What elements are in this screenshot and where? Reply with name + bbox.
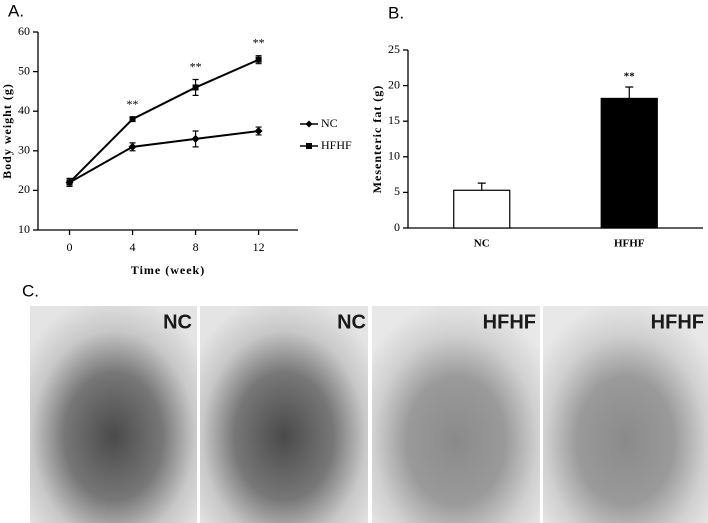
photo-strip: NC NC HFHF HFHF: [30, 306, 708, 523]
y-axis-label: Body weight (g): [0, 83, 14, 179]
x-tick-label: 4: [130, 240, 136, 254]
marker: [129, 116, 136, 123]
x-tick-label: NC: [474, 238, 490, 250]
x-tick-label: HFHF: [614, 238, 645, 250]
y-axis-label: Mesenteric fat (g): [370, 85, 384, 194]
y-tick-label: 20: [18, 182, 30, 196]
series-line: [68, 58, 260, 184]
legend-label: NC: [321, 116, 338, 130]
y-tick-label: 5: [394, 184, 400, 198]
y-tick-label: 20: [388, 77, 400, 91]
photo-label: HFHF: [651, 311, 704, 333]
y-tick-label: 10: [18, 222, 30, 236]
marker: [66, 179, 73, 186]
x-axis-label: Time (week): [131, 263, 205, 277]
photo-label: NC: [163, 311, 192, 333]
series-line: [69, 130, 259, 184]
photo-label: NC: [337, 311, 366, 333]
legend-label: HFHF: [321, 138, 352, 152]
y-tick-label: 25: [388, 42, 400, 56]
annotation: **: [127, 97, 139, 111]
y-tick-label: 15: [388, 113, 400, 127]
photo: [543, 306, 708, 523]
x-tick-label: 0: [67, 240, 73, 254]
marker: [255, 56, 262, 63]
marker: [254, 127, 263, 135]
photo: [200, 306, 368, 523]
y-tick-label: 10: [388, 149, 400, 163]
annotation: **: [624, 71, 636, 83]
photo: [372, 306, 540, 523]
y-tick-label: 60: [18, 24, 30, 38]
y-tick-label: 30: [18, 143, 30, 157]
bar: [600, 97, 658, 229]
marker: [191, 134, 200, 143]
photo-label: HFHF: [483, 311, 536, 333]
legend-marker: [306, 143, 312, 149]
bar: [453, 189, 511, 229]
panel-label: A.: [8, 1, 24, 20]
error-bar: [477, 182, 486, 191]
marker: [192, 84, 199, 91]
error-bar: [625, 86, 634, 99]
annotation: **: [190, 59, 202, 73]
y-tick-label: 0: [394, 220, 400, 234]
marker: [128, 142, 137, 151]
x-tick-label: 12: [253, 240, 265, 254]
annotation: **: [253, 36, 265, 50]
y-tick-label: 50: [18, 63, 30, 77]
photo: [30, 306, 197, 523]
y-tick-label: 40: [18, 103, 30, 117]
x-tick-label: 8: [193, 240, 199, 254]
panel-label: C.: [22, 281, 39, 300]
legend-marker: [305, 120, 313, 128]
panel-label: B.: [388, 3, 404, 22]
